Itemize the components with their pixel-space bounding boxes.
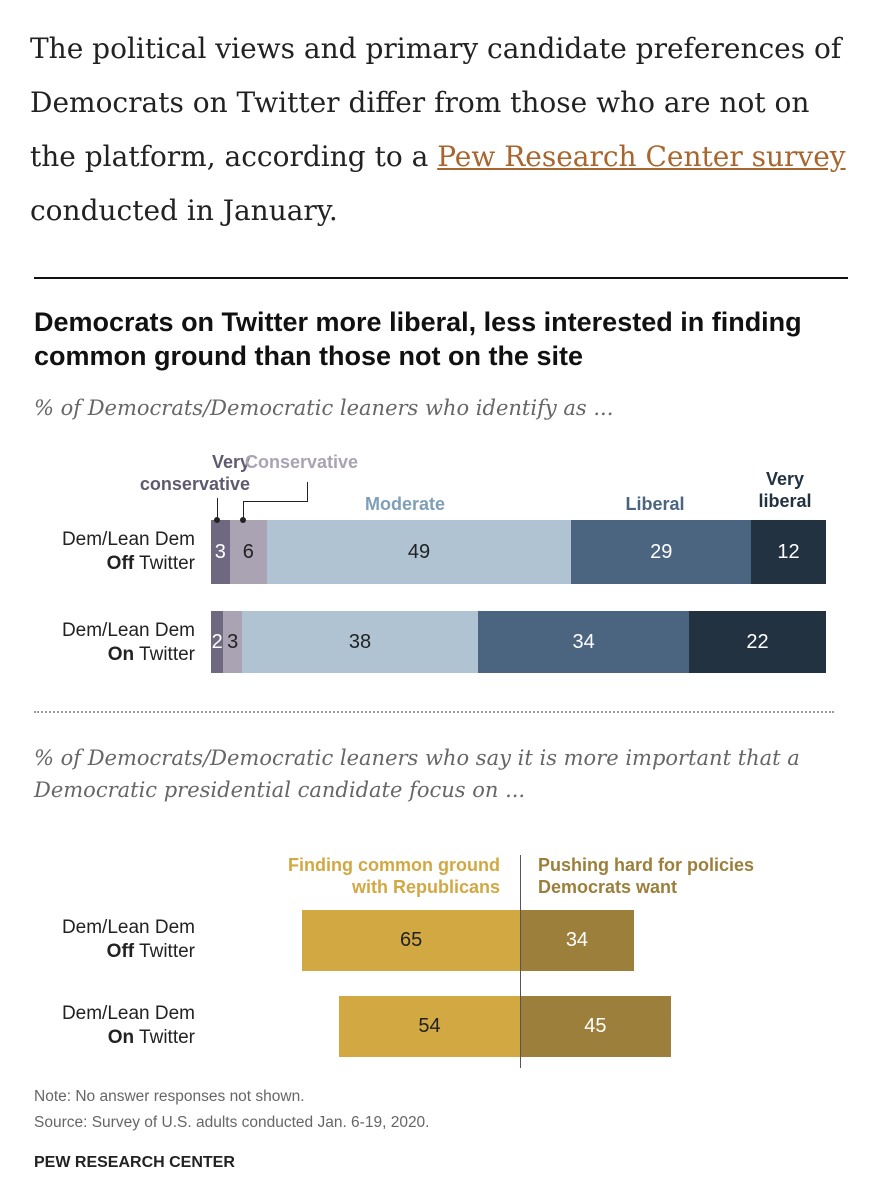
series-label-very-conservative: Very conservative <box>120 451 250 495</box>
bar-segment: 49 <box>266 520 572 584</box>
bar-segment: 38 <box>242 611 479 673</box>
series-label-conservative: Conservative <box>245 451 405 473</box>
bar-segment: 2 <box>211 611 224 673</box>
divider <box>34 277 848 279</box>
leader-dot <box>214 517 220 523</box>
intro-paragraph: The political views and primary candidat… <box>30 22 850 238</box>
series-label-line: with Republicans <box>351 877 500 897</box>
bar-segment-common-ground: 54 <box>339 996 520 1057</box>
series-label-line: Very <box>765 469 805 489</box>
series-label-line: Liberal <box>625 494 685 514</box>
series-label-line: liberal <box>758 491 812 511</box>
note: Note: No answer responses not shown. <box>34 1088 305 1105</box>
row-label-bold: On <box>107 1027 135 1048</box>
intro-text: The political views and primary candidat… <box>30 32 842 173</box>
series-label-line: Conservative <box>245 452 359 472</box>
row-label-line2: On Twitter <box>35 1026 195 1050</box>
pew-brand: PEW RESEARCH CENTER <box>34 1154 235 1171</box>
row-label-rest: Twitter <box>134 1027 195 1048</box>
row-label-line1: Dem/Lean Dem <box>61 620 195 641</box>
bar-segment: 6 <box>229 520 267 584</box>
series-label-common-ground: Finding common ground with Republicans <box>230 854 500 898</box>
row-label: Dem/Lean Dem Off Twitter <box>35 916 195 964</box>
survey-link[interactable]: Pew Research Center survey <box>437 140 846 173</box>
series-label-liberal: Liberal <box>590 493 720 515</box>
bar-segment-push-policies: 34 <box>520 910 634 971</box>
leader-line <box>243 501 308 520</box>
bar-segment-push-policies: 45 <box>520 996 671 1057</box>
leader-line <box>217 498 218 520</box>
series-label-line: Very <box>211 452 250 472</box>
leader-dot <box>240 517 246 523</box>
row-label-bold: Off <box>106 553 135 574</box>
bar-segment: 29 <box>571 520 752 584</box>
dotted-divider <box>34 711 834 713</box>
leader-line <box>307 482 308 502</box>
row-label-line1: Dem/Lean Dem <box>61 529 195 550</box>
row-label: Dem/Lean Dem On Twitter <box>35 619 195 667</box>
row-label-rest: Twitter <box>134 553 195 574</box>
row-label-line2: On Twitter <box>35 643 195 667</box>
row-label-bold: On <box>107 644 135 665</box>
intro-text-end: conducted in January. <box>30 194 338 227</box>
row-label-rest: Twitter <box>134 644 195 665</box>
bar-segment: 34 <box>478 611 690 673</box>
chart-title: Democrats on Twitter more liberal, less … <box>34 307 802 371</box>
row-label-rest: Twitter <box>134 941 195 962</box>
series-label-line: Pushing hard for policies <box>538 855 755 875</box>
source: Source: Survey of U.S. adults conducted … <box>34 1114 430 1131</box>
bar-segment-common-ground: 65 <box>302 910 520 971</box>
series-label-push-policies: Pushing hard for policies Democrats want <box>538 854 818 898</box>
series-label-line: Democrats want <box>538 877 678 897</box>
row-label-line2: Off Twitter <box>35 940 195 964</box>
series-label-line: Finding common ground <box>288 855 500 875</box>
series-label-moderate: Moderate <box>340 493 470 515</box>
row-label: Dem/Lean Dem On Twitter <box>35 1002 195 1050</box>
bar-segment: 3 <box>223 611 243 673</box>
chart2-subtitle: % of Democrats/Democratic leaners who sa… <box>34 746 800 802</box>
row-label: Dem/Lean Dem Off Twitter <box>35 528 195 576</box>
row-label-line1: Dem/Lean Dem <box>61 1003 195 1024</box>
chart1-subtitle: % of Democrats/Democratic leaners who id… <box>34 396 614 420</box>
row-label-line2: Off Twitter <box>35 552 195 576</box>
series-label-very-liberal: Very liberal <box>735 468 835 512</box>
center-axis-line <box>520 855 521 1068</box>
row-label-line1: Dem/Lean Dem <box>61 917 195 938</box>
bar-segment: 12 <box>751 520 826 584</box>
bar-segment: 22 <box>689 611 826 673</box>
series-label-line: conservative <box>139 474 250 494</box>
row-label-bold: Off <box>106 941 135 962</box>
bar-segment: 3 <box>211 520 230 584</box>
series-label-line: Moderate <box>364 494 445 514</box>
